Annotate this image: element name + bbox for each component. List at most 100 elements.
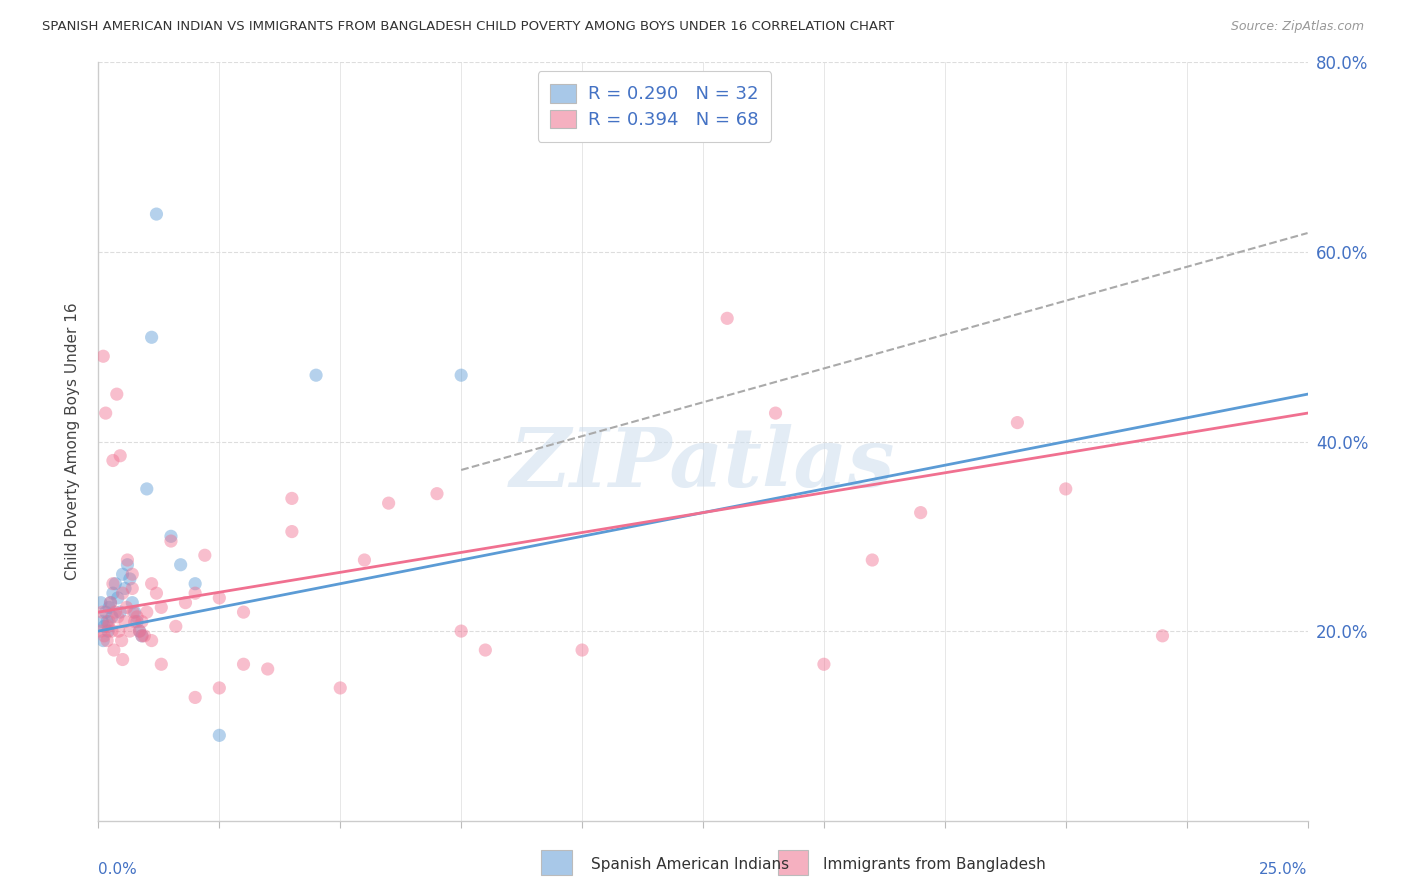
Point [107, 624, 129, 639]
Text: Immigrants from Bangladesh: Immigrants from Bangladesh [823, 857, 1045, 872]
Point [97, 619, 120, 633]
Point [94, 406, 117, 420]
Point [184, 586, 207, 600]
Point [169, 558, 191, 572]
Point [208, 681, 231, 695]
Point [353, 553, 375, 567]
Point [100, 596, 122, 610]
Point [117, 553, 139, 567]
Point [160, 529, 183, 543]
Point [141, 633, 163, 648]
Point [98, 615, 121, 629]
Point [184, 576, 207, 591]
Legend: R = 0.290   N = 32, R = 0.394   N = 68: R = 0.290 N = 32, R = 0.394 N = 68 [537, 71, 772, 142]
Point [108, 605, 131, 619]
Point [813, 657, 835, 672]
Point [208, 591, 231, 605]
Point [127, 615, 149, 629]
Point [128, 624, 150, 639]
Point [103, 643, 125, 657]
Point [118, 624, 141, 639]
Point [450, 368, 472, 383]
Point [910, 506, 932, 520]
Point [114, 582, 136, 596]
Point [165, 619, 187, 633]
Point [121, 567, 143, 582]
Point [101, 610, 124, 624]
Point [111, 586, 134, 600]
Point [194, 548, 217, 563]
Point [256, 662, 278, 676]
Point [111, 652, 134, 666]
Point [141, 576, 163, 591]
Point [135, 482, 157, 496]
Point [101, 586, 124, 600]
Point [98, 600, 121, 615]
Point [90, 624, 112, 639]
Point [91, 633, 114, 648]
Point [117, 558, 139, 572]
Point [121, 596, 143, 610]
Point [108, 449, 131, 463]
Y-axis label: Child Poverty Among Boys Under 16: Child Poverty Among Boys Under 16 [65, 302, 80, 581]
Point [107, 591, 129, 605]
Point [281, 491, 304, 506]
Point [115, 600, 138, 615]
Point [765, 406, 787, 420]
Point [118, 572, 141, 586]
Point [150, 657, 173, 672]
Point [1054, 482, 1077, 496]
Point [100, 596, 122, 610]
Point [104, 605, 127, 619]
Point [450, 624, 472, 639]
Point [107, 610, 129, 624]
Point [127, 610, 149, 624]
Point [474, 643, 496, 657]
Point [91, 349, 114, 363]
Text: ZIPatlas: ZIPatlas [510, 425, 896, 504]
Point [124, 615, 146, 629]
Point [305, 368, 328, 383]
Point [91, 605, 114, 619]
Point [131, 629, 153, 643]
Point [93, 619, 115, 633]
Point [141, 330, 163, 344]
Point [121, 582, 143, 596]
Point [122, 605, 145, 619]
Point [160, 534, 183, 549]
Point [174, 596, 197, 610]
Point [128, 624, 150, 639]
Point [232, 657, 254, 672]
Point [101, 453, 124, 467]
Bar [778, 850, 808, 875]
Point [111, 567, 134, 582]
Point [104, 576, 127, 591]
Point [1152, 629, 1174, 643]
Point [716, 311, 738, 326]
Point [101, 624, 124, 639]
Point [114, 615, 136, 629]
Point [860, 553, 883, 567]
Point [96, 615, 118, 629]
Point [111, 633, 134, 648]
Point [101, 576, 124, 591]
Text: 25.0%: 25.0% [1260, 863, 1308, 878]
Text: Spanish American Indians: Spanish American Indians [591, 857, 789, 872]
Point [131, 629, 153, 643]
Point [97, 624, 120, 639]
Point [134, 629, 156, 643]
Point [96, 633, 118, 648]
Point [377, 496, 399, 510]
Point [131, 615, 153, 629]
Point [124, 605, 146, 619]
Point [90, 596, 112, 610]
Point [105, 387, 128, 401]
Point [571, 643, 593, 657]
Point [145, 586, 167, 600]
Point [145, 207, 167, 221]
Point [150, 600, 173, 615]
Bar [541, 850, 572, 875]
Point [1007, 416, 1029, 430]
Text: SPANISH AMERICAN INDIAN VS IMMIGRANTS FROM BANGLADESH CHILD POVERTY AMONG BOYS U: SPANISH AMERICAN INDIAN VS IMMIGRANTS FR… [42, 20, 894, 33]
Point [426, 486, 449, 500]
